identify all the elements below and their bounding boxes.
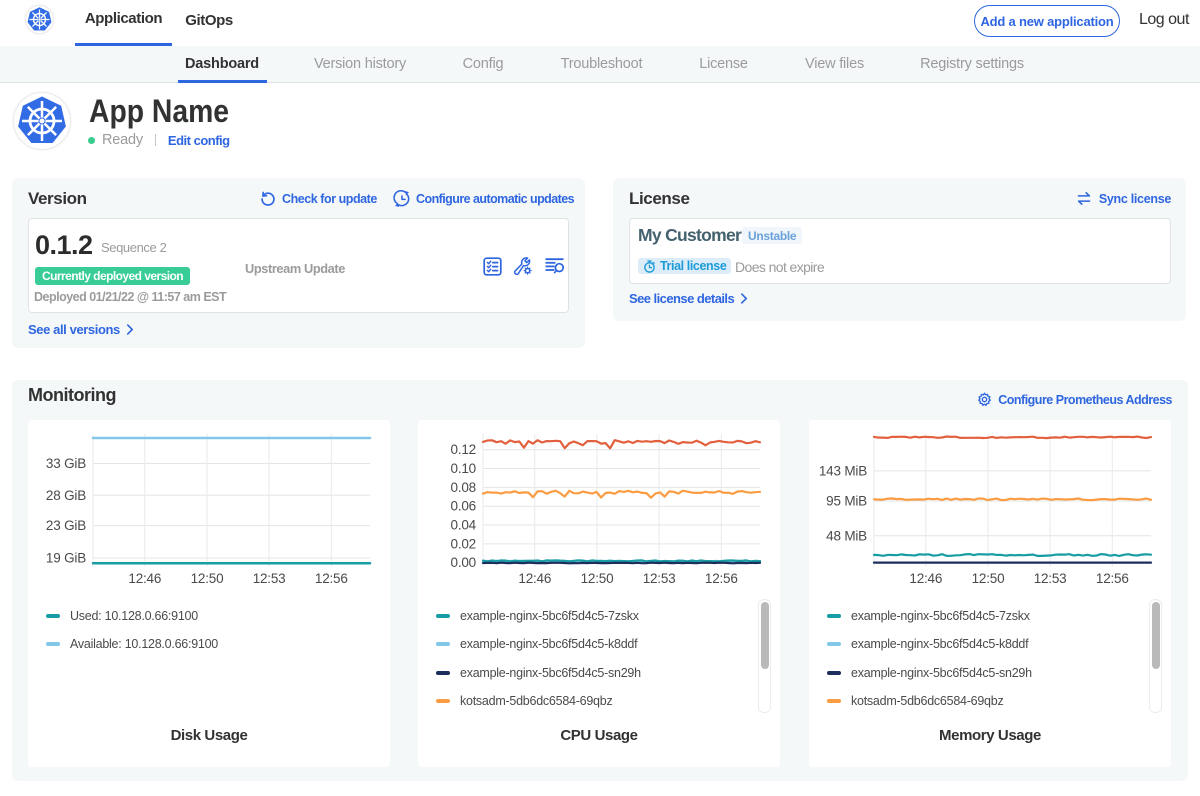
svg-text:12:46: 12:46 — [518, 571, 551, 586]
svg-text:12:56: 12:56 — [705, 571, 738, 586]
svg-text:23 GiB: 23 GiB — [46, 518, 86, 533]
svg-text:12:46: 12:46 — [909, 571, 942, 586]
svg-text:12:53: 12:53 — [1034, 571, 1067, 586]
svg-text:0.06: 0.06 — [451, 499, 476, 514]
svg-text:48 MiB: 48 MiB — [826, 528, 867, 543]
svg-text:95 MiB: 95 MiB — [826, 494, 867, 509]
svg-text:12:53: 12:53 — [253, 571, 286, 586]
svg-text:33 GiB: 33 GiB — [46, 456, 86, 471]
svg-text:12:50: 12:50 — [191, 571, 224, 586]
svg-text:12:56: 12:56 — [315, 571, 348, 586]
svg-text:19 GiB: 19 GiB — [46, 551, 86, 566]
svg-text:12:46: 12:46 — [128, 571, 161, 586]
svg-text:0.04: 0.04 — [451, 518, 477, 533]
svg-text:0.12: 0.12 — [451, 442, 476, 457]
svg-text:12:50: 12:50 — [581, 571, 614, 586]
svg-text:12:50: 12:50 — [972, 571, 1005, 586]
svg-text:0.00: 0.00 — [451, 555, 476, 570]
svg-text:28 GiB: 28 GiB — [46, 488, 86, 503]
svg-text:0.10: 0.10 — [451, 461, 476, 476]
svg-text:143 MiB: 143 MiB — [819, 463, 867, 478]
svg-text:0.08: 0.08 — [451, 480, 476, 495]
svg-text:12:56: 12:56 — [1096, 571, 1129, 586]
svg-text:12:53: 12:53 — [643, 571, 676, 586]
svg-text:0.02: 0.02 — [451, 536, 476, 551]
